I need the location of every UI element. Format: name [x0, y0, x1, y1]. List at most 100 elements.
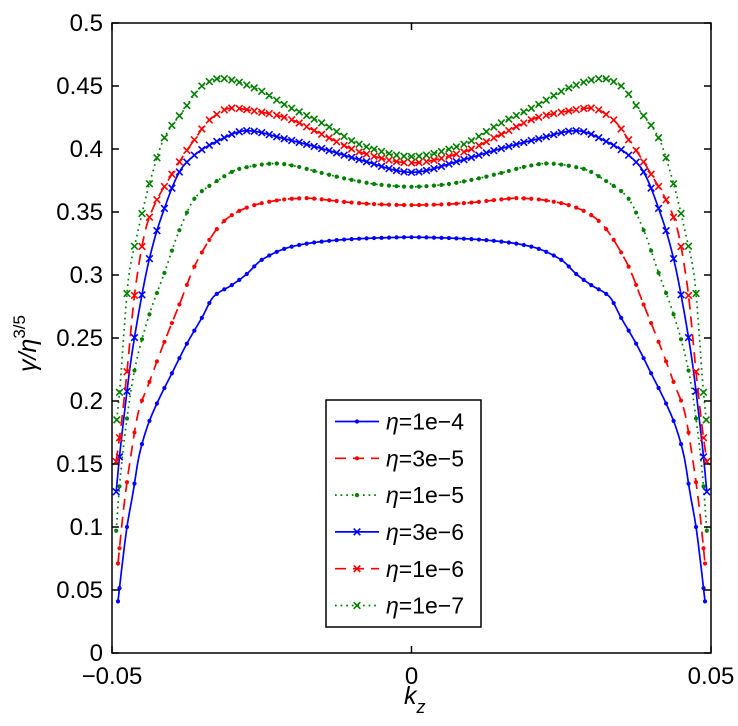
x-marker — [385, 164, 393, 173]
x-marker — [437, 147, 446, 156]
x-marker — [519, 138, 528, 147]
dot-marker — [371, 202, 377, 207]
x-marker — [639, 157, 648, 166]
dot-marker — [656, 385, 661, 391]
dot-marker — [521, 164, 526, 170]
x-marker — [534, 134, 543, 143]
dot-marker — [544, 161, 549, 166]
dot-marker — [634, 210, 639, 215]
dot-marker — [446, 235, 452, 241]
y-tick-label: 0.3 — [70, 262, 103, 289]
x-marker — [385, 149, 393, 158]
dot-marker — [514, 241, 519, 246]
dot-marker — [604, 178, 609, 184]
legend-label: η=1e−4 — [386, 409, 464, 435]
dot-marker — [169, 320, 174, 326]
dot-marker — [354, 493, 360, 498]
dot-marker — [401, 235, 407, 240]
dot-marker — [559, 257, 564, 262]
x-marker — [475, 141, 483, 150]
x-marker — [430, 164, 438, 173]
x-marker — [287, 136, 296, 145]
dot-marker — [634, 282, 639, 288]
x-marker — [175, 157, 184, 166]
dot-marker — [574, 205, 579, 210]
x-marker — [160, 204, 169, 213]
x-marker — [212, 137, 221, 146]
x-marker — [112, 487, 121, 496]
dot-marker — [244, 271, 249, 277]
legend-entry-0: η=1e−4 — [335, 409, 464, 435]
dot-marker — [244, 205, 249, 210]
legend-label: η=1e−5 — [386, 482, 464, 508]
x-marker — [497, 144, 506, 153]
series-0-markers — [115, 235, 708, 604]
x-marker — [677, 242, 685, 251]
x-marker — [557, 128, 566, 137]
dot-marker — [237, 166, 242, 172]
y-tick-label: 0.1 — [70, 514, 103, 541]
dot-marker — [207, 183, 212, 188]
x-marker — [460, 140, 468, 149]
y-tick-label: 0.15 — [56, 451, 103, 478]
x-marker — [265, 109, 274, 118]
x-marker — [353, 564, 361, 573]
dot-marker — [401, 184, 407, 189]
dot-marker — [199, 315, 204, 320]
series-2-markers — [114, 161, 709, 533]
x-marker — [632, 146, 640, 155]
dot-marker — [192, 328, 197, 333]
dot-marker — [162, 270, 167, 275]
dot-marker — [596, 287, 601, 292]
dot-marker — [334, 198, 339, 204]
x-marker — [347, 153, 356, 162]
dot-marker — [566, 202, 571, 208]
x-marker — [609, 116, 618, 124]
x-marker — [594, 74, 603, 83]
x-axis-label: kz — [404, 682, 426, 717]
dot-marker — [686, 430, 691, 435]
dot-marker — [484, 198, 489, 204]
dot-marker — [409, 184, 414, 189]
dot-marker — [386, 183, 392, 188]
x-marker — [220, 74, 229, 83]
x-marker — [504, 115, 513, 123]
x-marker — [452, 150, 461, 159]
y-tick-label: 0.45 — [56, 73, 103, 100]
dot-marker — [589, 169, 594, 175]
x-marker — [242, 105, 251, 114]
x-marker — [422, 166, 431, 175]
x-marker — [272, 132, 281, 141]
x-marker — [123, 367, 131, 376]
dot-marker — [386, 235, 392, 240]
legend-label: η=1e−6 — [386, 556, 464, 582]
x-marker — [617, 145, 626, 154]
dot-marker — [446, 181, 452, 187]
x-marker — [138, 290, 146, 299]
dot-marker — [379, 182, 384, 188]
x-marker — [639, 111, 648, 120]
dot-marker — [499, 239, 504, 244]
x-marker — [654, 182, 663, 191]
x-marker — [669, 254, 678, 263]
dot-marker — [229, 169, 234, 175]
x-marker — [205, 141, 214, 150]
dot-marker — [154, 401, 160, 406]
dot-marker — [491, 238, 496, 243]
dot-marker — [312, 240, 317, 245]
x-marker — [265, 130, 274, 139]
x-marker — [564, 83, 573, 92]
dot-marker — [184, 341, 189, 346]
x-marker — [347, 145, 356, 153]
dot-marker — [199, 250, 204, 255]
legend-entry-5: η=1e−7 — [335, 593, 464, 619]
x-marker — [400, 158, 408, 167]
x-marker — [362, 150, 371, 159]
x-marker — [153, 195, 161, 204]
dot-marker — [469, 177, 474, 182]
x-marker — [317, 130, 326, 139]
x-tick-label: 0.05 — [688, 663, 735, 690]
x-marker — [475, 132, 483, 141]
x-marker — [587, 76, 596, 84]
dot-marker — [334, 174, 339, 179]
